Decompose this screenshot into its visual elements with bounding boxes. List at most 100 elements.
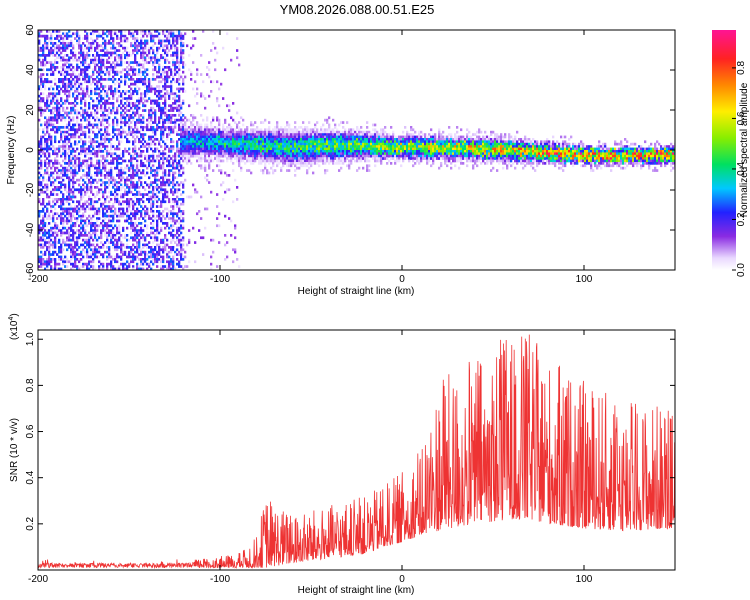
spectrogram-cell: [208, 157, 211, 160]
spectrogram-cell: [70, 126, 73, 129]
spectrogram-cell: [96, 200, 99, 204]
spectrogram-cell: [38, 157, 41, 160]
spectrogram-cell: [132, 207, 135, 211]
spectrogram-cell: [162, 176, 165, 180]
spectrogram-cell: [126, 246, 129, 249]
spectrogram-cell: [48, 87, 51, 91]
spectrogram-cell: [242, 133, 245, 136]
spectrogram-cell: [110, 78, 113, 81]
spectrogram-cell: [198, 142, 201, 146]
spectrogram-cell: [124, 193, 127, 196]
spectrogram-cell: [136, 63, 139, 67]
spectrogram-cell: [64, 138, 67, 141]
spectrogram-cell: [62, 114, 65, 117]
spectrogram-cell: [208, 128, 211, 132]
spectrogram-cell: [60, 118, 63, 122]
spectrogram-cell: [100, 82, 103, 86]
spectrogram-cell: [128, 85, 131, 88]
spectrogram-cell: [108, 253, 111, 256]
spectrogram-cell: [90, 44, 93, 48]
spectrogram-cell: [148, 157, 151, 160]
spectrogram-cell: [154, 142, 157, 146]
spectrogram-cell: [100, 138, 103, 141]
spectrogram-cell: [190, 147, 193, 151]
spectrogram-cell: [150, 114, 153, 117]
spectrogram-cell: [154, 217, 157, 220]
spectrogram-cell: [154, 78, 157, 81]
spectrogram-cell: [184, 138, 187, 141]
spectrogram-cell: [132, 135, 135, 139]
spectrogram-cell: [210, 126, 213, 129]
spectrogram-cell: [122, 109, 125, 112]
spectrogram-cell: [170, 114, 173, 117]
spectrogram-cell: [142, 104, 145, 108]
spectrogram-cell: [72, 169, 75, 172]
spectrogram-cell: [86, 63, 89, 67]
spectrogram-cell: [158, 152, 161, 156]
spectrogram-cell: [128, 73, 131, 76]
spectrogram-cell: [154, 236, 157, 240]
spectrogram-cell: [128, 68, 131, 72]
spectrogram-cell: [144, 90, 147, 93]
spectrogram-cell: [200, 154, 203, 158]
spectrogram-cell: [280, 147, 283, 151]
spectrogram-cell: [160, 109, 163, 112]
spectrogram-cell: [84, 190, 87, 194]
spectrogram-cell: [38, 186, 41, 189]
spectrogram-cell: [214, 157, 217, 160]
spectrogram-cell: [228, 217, 231, 220]
spectrogram-cell: [70, 234, 73, 237]
spectrogram-cell: [104, 222, 107, 225]
spectrogram-cell: [62, 202, 65, 206]
spectrogram-cell: [128, 200, 131, 204]
spectrogram-cell: [156, 219, 159, 223]
spectrogram-cell: [276, 126, 279, 129]
spectrogram-cell: [180, 32, 183, 36]
spectrogram-cell: [58, 238, 61, 242]
spectrogram-cell: [242, 145, 245, 148]
spectrogram-cell: [56, 169, 59, 172]
spectrogram-cell: [66, 229, 69, 232]
spectrogram-cell: [104, 102, 107, 105]
spectrogram-cell: [100, 109, 103, 112]
spectrogram-cell: [110, 159, 113, 163]
spectrogram-cell: [158, 205, 161, 208]
spectrogram-cell: [144, 42, 147, 45]
spectrogram-cell: [94, 222, 97, 225]
spectrogram-cell: [94, 152, 97, 156]
spectrogram-cell: [52, 238, 55, 242]
spectrogram-cell: [114, 147, 117, 151]
spectrogram-cell: [74, 262, 77, 266]
spectrogram-cell: [62, 152, 65, 156]
spectrogram-cell: [246, 133, 249, 136]
spectrogram-cell: [120, 243, 123, 247]
spectrogram-cell: [266, 145, 269, 148]
spectrogram-cell: [96, 255, 99, 259]
spectrogram-cell: [40, 246, 43, 249]
spectrogram-cell: [182, 236, 185, 240]
spectrogram-cell: [56, 186, 59, 189]
spectrogram-cell: [74, 123, 77, 127]
spectrogram-cell: [188, 54, 191, 57]
spectrogram-cell: [260, 159, 263, 163]
spectrogram-cell: [84, 126, 87, 129]
spectrogram-cell: [40, 30, 43, 33]
spectrogram-cell: [54, 250, 57, 254]
spectrogram-cell: [196, 121, 199, 124]
spectrogram-cell: [100, 142, 103, 146]
spectrogram-cell: [228, 109, 231, 112]
spectrogram-cell: [148, 90, 151, 93]
spectrogram-cell: [268, 130, 271, 134]
spectrogram-cell: [144, 56, 147, 60]
spectrogram-cell: [176, 118, 179, 122]
spectrogram-cell: [124, 92, 127, 96]
spectrogram-cell: [180, 102, 183, 105]
spectrogram-cell: [44, 222, 47, 225]
spectrogram-cell: [130, 210, 133, 213]
spectrogram-cell: [132, 174, 135, 177]
spectrogram-cell: [90, 198, 93, 201]
spectrogram-cell: [202, 150, 205, 153]
spectrogram-cell: [68, 214, 71, 218]
spectrogram-cell: [160, 166, 163, 170]
spectrogram-cell: [154, 118, 157, 122]
